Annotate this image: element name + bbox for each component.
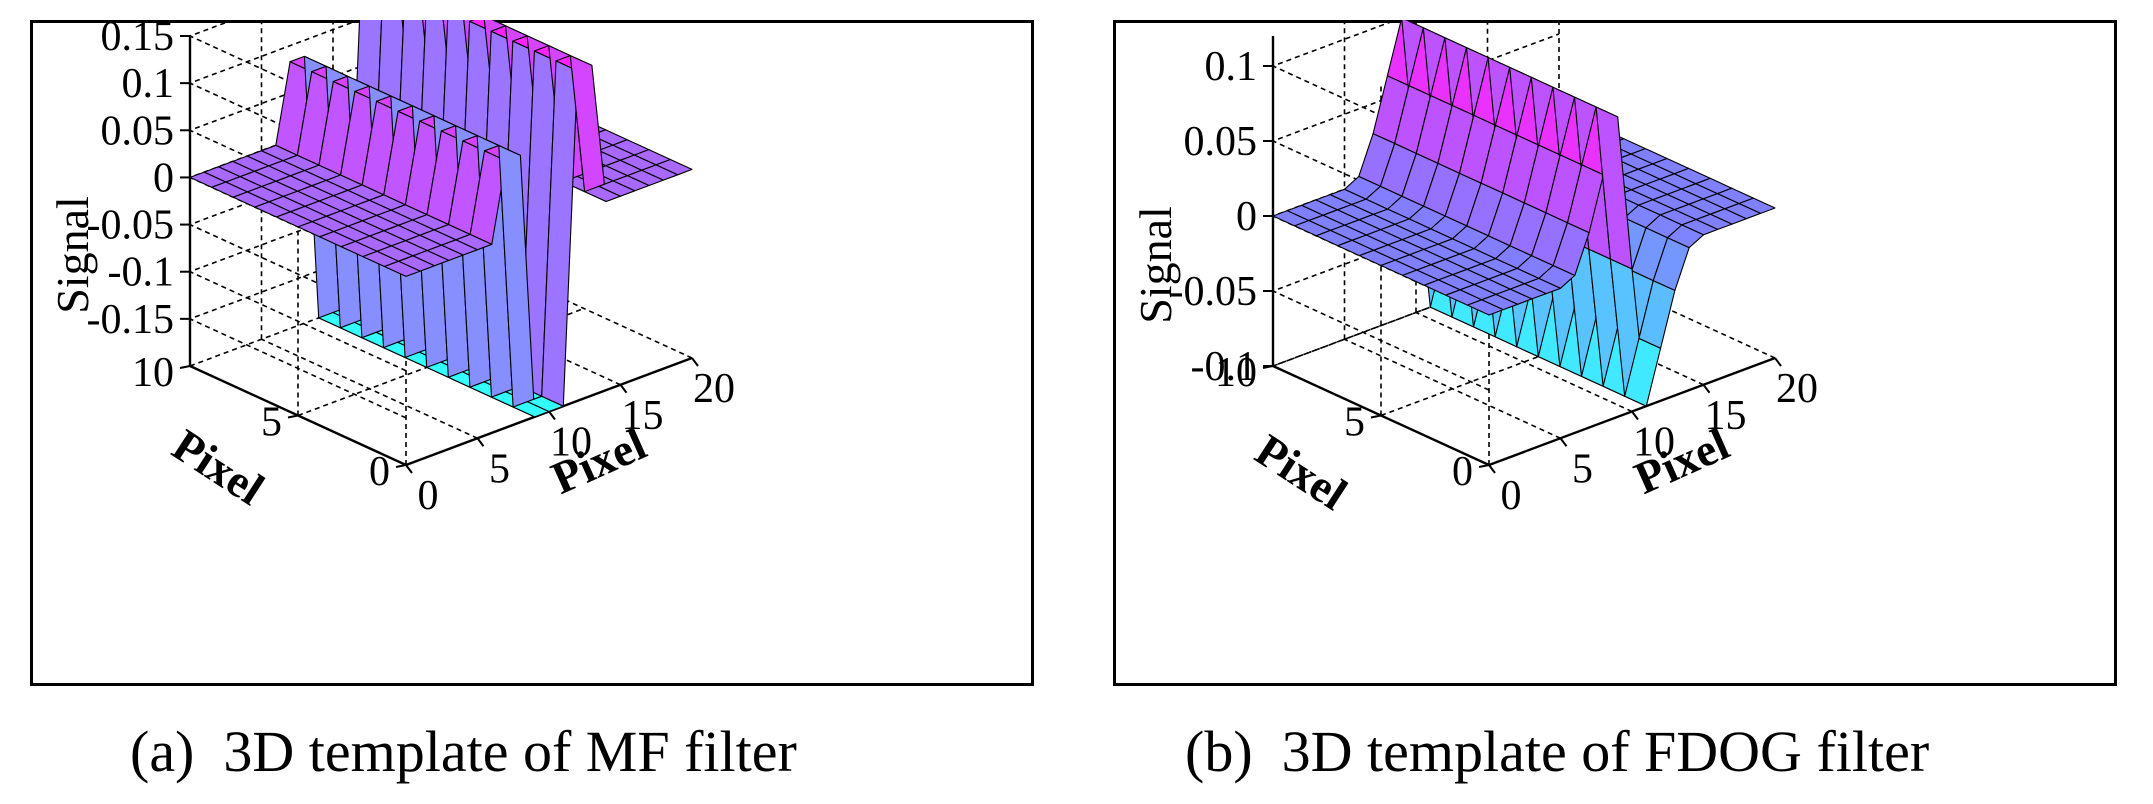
y-tick	[1478, 464, 1490, 468]
z-tick-label: -0.15	[87, 297, 175, 343]
z-tick-label: 0.15	[101, 20, 175, 60]
caption-title: 3D template of FDOG filter	[1281, 719, 1930, 784]
chart-fdog-surface: 0.1 0.05 0 -0.05 -0.1 0 5 10 15 20 0 5 10 Signal Pixel…	[1130, 20, 1818, 520]
y-tick	[287, 414, 299, 419]
x-tick	[1774, 357, 1782, 367]
caption-label: (a)	[130, 719, 195, 784]
x-tick	[548, 410, 556, 421]
y-tick-label: 10	[132, 350, 174, 396]
panel-mf-filter: 0.15 0.1 0.05 0 -0.05 -0.1 -0.15 0 5 10 15 20 0 5 10 Si…	[30, 20, 1110, 690]
y-tick	[1370, 414, 1382, 419]
caption-mf-filter: (a) 3D template of MF filter	[130, 718, 797, 785]
x-tick	[1559, 437, 1568, 447]
z-tick-label: 0.1	[122, 61, 175, 107]
y-tick	[179, 365, 191, 369]
chart-mf-surface: 0.150.10.050-0.05-0.1-0.15051015200510Si…	[47, 20, 735, 519]
y-tick	[395, 464, 407, 468]
z-tick-label: 0.05	[101, 108, 175, 154]
x-tick-label: 5	[1572, 446, 1593, 492]
z-tick-label: -0.1	[108, 250, 175, 296]
surface-patch	[1738, 197, 1776, 214]
z-tick-label: 0	[1236, 194, 1257, 240]
x-tick	[619, 384, 628, 394]
y-tick-label: 5	[261, 400, 282, 446]
y-tick-label: 0	[369, 449, 390, 495]
x-tick-label: 10	[1633, 420, 1675, 466]
y-tick-label: 5	[1344, 400, 1365, 446]
panel-fdog-filter: 0.1 0.05 0 -0.05 -0.1 0 5 10 15 20 0 5 10 Signal Pixel…	[1113, 20, 2153, 690]
x-tick-label: 20	[693, 366, 735, 412]
x-tick-label: 5	[489, 446, 510, 492]
x-tick	[691, 357, 699, 367]
x-tick-label: 20	[1776, 366, 1818, 412]
y-axis-title: Pixel	[1247, 424, 1356, 520]
z-tick-label: -0.05	[1170, 269, 1258, 315]
caption-fdog-filter: (b) 3D template of FDOG filter	[1185, 718, 1929, 785]
surface-patch	[655, 158, 693, 176]
mf-tick-labels: 0.150.10.050-0.05-0.1-0.15051015200510Si…	[47, 20, 735, 519]
x-tick	[405, 464, 413, 474]
x-tick-label: 0	[418, 473, 439, 519]
y-axis-title: Pixel	[164, 419, 273, 515]
x-tick-label: 15	[622, 393, 664, 439]
y-tick-label: 10	[1215, 350, 1257, 396]
z-tick-label: -0.05	[87, 203, 175, 249]
y-tick	[1262, 365, 1274, 369]
z-tick-label: -0.1	[1191, 344, 1258, 390]
x-tick-label: 0	[1501, 473, 1522, 519]
fdog-surface	[1272, 20, 1776, 407]
x-tick-label: 15	[1705, 393, 1747, 439]
z-tick-label: 0.1	[1205, 44, 1258, 90]
z-tick-label: 0	[153, 155, 174, 201]
z-axis-title: Signal	[47, 196, 98, 314]
x-tick	[1488, 464, 1496, 474]
z-axis-title: Signal	[1130, 206, 1181, 324]
y-tick-label: 0	[1452, 449, 1473, 495]
x-tick	[476, 437, 485, 447]
x-tick	[1631, 410, 1639, 421]
mf-surface	[189, 20, 693, 418]
caption-label: (b)	[1185, 719, 1253, 784]
z-tick-label: 0.05	[1184, 119, 1258, 165]
x-tick	[1702, 384, 1711, 394]
caption-title: 3D template of MF filter	[223, 719, 797, 784]
x-gridline-floor	[1415, 311, 1633, 413]
x-tick-label: 10	[550, 420, 592, 466]
